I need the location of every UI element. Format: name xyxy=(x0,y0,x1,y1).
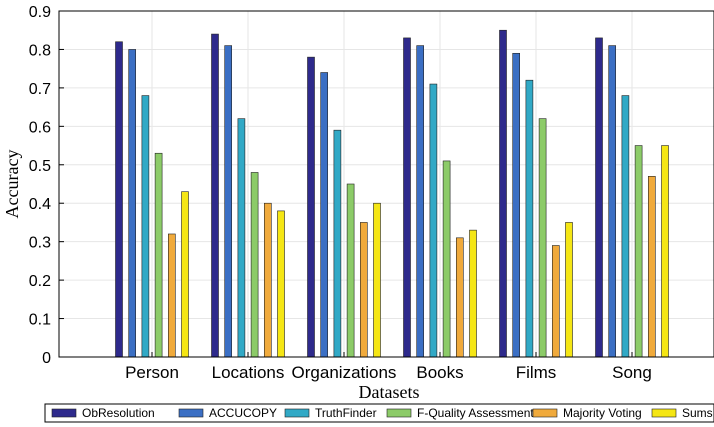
bar xyxy=(417,46,424,357)
legend-swatch xyxy=(533,409,557,417)
bar xyxy=(470,230,477,357)
bar xyxy=(443,161,450,357)
bar xyxy=(212,34,219,357)
x-tick-label: Person xyxy=(125,363,179,382)
bar xyxy=(500,30,507,357)
bar xyxy=(635,146,642,357)
y-tick-label: 0.8 xyxy=(29,42,51,59)
legend-swatch xyxy=(52,409,76,417)
bar xyxy=(456,238,463,357)
legend-label: ACCUCOPY xyxy=(209,406,277,420)
bar xyxy=(347,184,354,357)
bar xyxy=(251,172,258,357)
legend-swatch xyxy=(387,409,411,417)
bar xyxy=(334,130,341,357)
legend-label: F-Quality Assessment xyxy=(417,406,534,420)
y-tick-label: 0.3 xyxy=(29,235,51,252)
x-tick-label: Books xyxy=(416,363,463,382)
bar xyxy=(182,192,189,357)
y-axis-label: Accuracy xyxy=(2,150,22,219)
bar xyxy=(155,153,162,357)
legend-swatch xyxy=(285,409,309,417)
legend: ObResolution ACCUCOPY TruthFinder F-Quality… xyxy=(45,404,714,422)
bar xyxy=(321,73,328,357)
bar xyxy=(142,96,149,357)
bar xyxy=(609,46,616,357)
bar xyxy=(238,119,245,357)
x-tick-label: Locations xyxy=(212,363,285,382)
y-tick-label: 0.7 xyxy=(29,81,51,98)
bar xyxy=(225,46,232,357)
legend-swatch xyxy=(652,409,676,417)
y-tick-label: 0.9 xyxy=(29,4,51,21)
bar xyxy=(116,42,123,357)
legend-label: Sums xyxy=(682,406,713,420)
x-tick-label: Song xyxy=(612,363,652,382)
bar xyxy=(622,96,629,357)
bar xyxy=(168,234,175,357)
y-tick-label: 0.4 xyxy=(29,196,51,213)
legend-swatch xyxy=(179,409,203,417)
y-tick-label: 0 xyxy=(42,350,51,367)
bar xyxy=(648,176,655,357)
y-tick-label: 0.5 xyxy=(29,158,51,175)
legend-label: TruthFinder xyxy=(315,406,377,420)
bar xyxy=(513,53,520,357)
bar xyxy=(129,49,136,357)
legend-label: ObResolution xyxy=(82,406,155,420)
bar xyxy=(308,57,315,357)
bars xyxy=(116,30,669,357)
bar xyxy=(552,246,559,357)
bar xyxy=(596,38,603,357)
bar xyxy=(662,146,669,357)
bar xyxy=(404,38,411,357)
bar xyxy=(566,222,573,357)
bar xyxy=(539,119,546,357)
legend-label: Majority Voting xyxy=(563,406,642,420)
x-tick-label: Organizations xyxy=(292,363,397,382)
bar xyxy=(374,203,381,357)
bar xyxy=(430,84,437,357)
x-axis-label: Datasets xyxy=(359,382,420,402)
bar xyxy=(360,222,367,357)
y-tick-label: 0.1 xyxy=(29,312,51,329)
x-tick-label: Films xyxy=(516,363,557,382)
y-tick-label: 0.2 xyxy=(29,273,51,290)
bar xyxy=(278,211,285,357)
bar xyxy=(264,203,271,357)
bar xyxy=(526,80,533,357)
y-tick-label: 0.6 xyxy=(29,119,51,136)
